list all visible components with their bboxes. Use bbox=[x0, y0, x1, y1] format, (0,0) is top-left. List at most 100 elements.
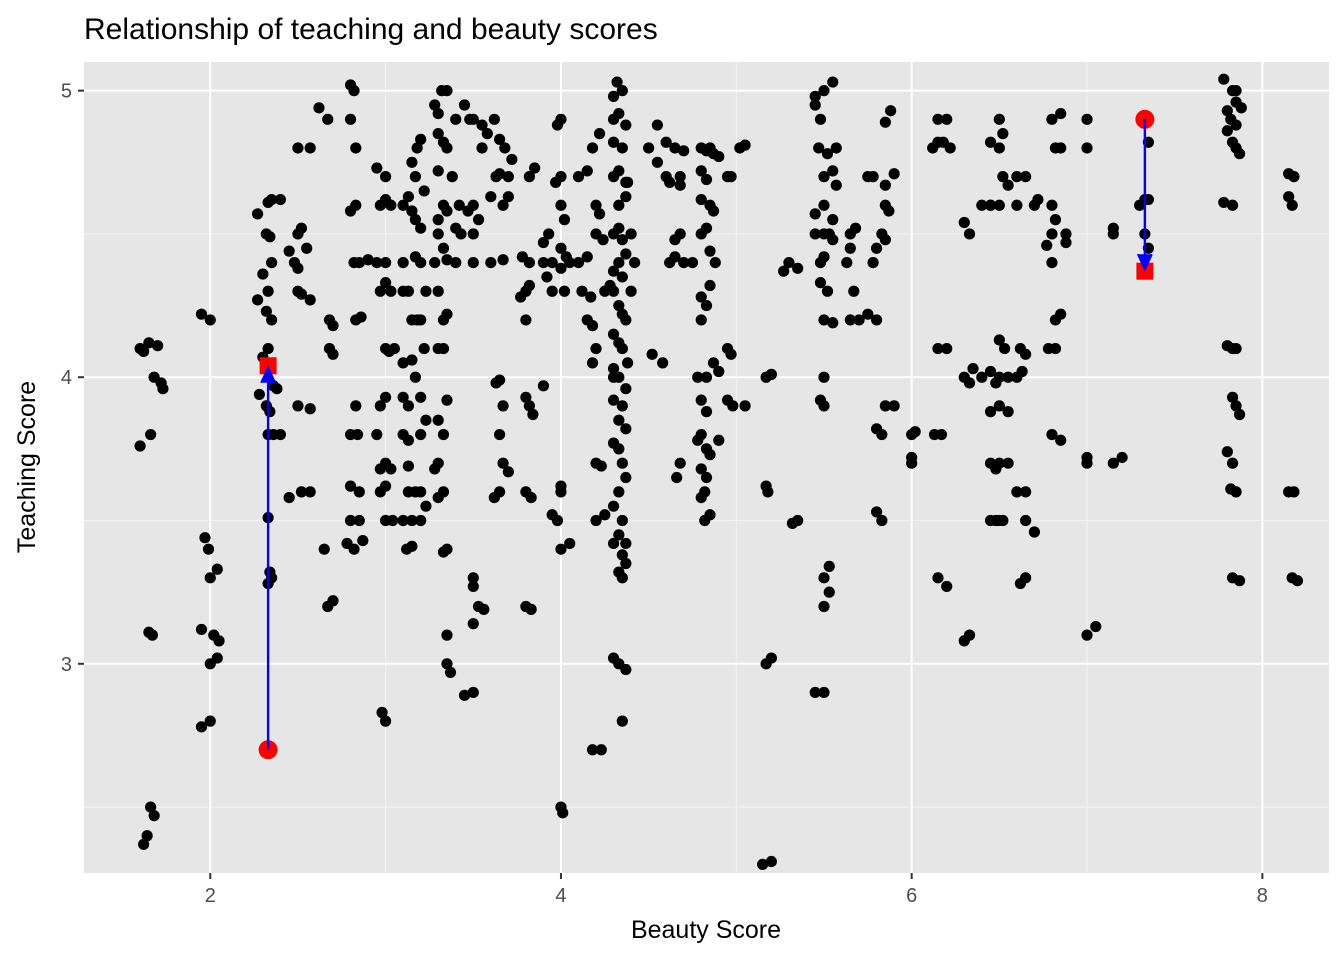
data-point bbox=[467, 618, 479, 630]
data-point bbox=[355, 311, 367, 323]
data-point bbox=[437, 428, 450, 441]
data-point bbox=[432, 107, 444, 120]
data-point bbox=[888, 400, 900, 412]
data-point bbox=[700, 299, 713, 312]
data-point bbox=[1233, 575, 1246, 587]
data-point bbox=[450, 113, 462, 125]
data-point bbox=[1032, 193, 1044, 206]
data-point bbox=[885, 105, 897, 117]
data-point bbox=[415, 428, 427, 441]
data-point bbox=[262, 285, 274, 297]
data-point bbox=[620, 383, 632, 395]
data-point bbox=[620, 423, 632, 435]
data-point bbox=[295, 222, 308, 234]
data-point bbox=[778, 265, 790, 277]
data-point bbox=[757, 858, 769, 871]
data-point bbox=[613, 443, 625, 455]
data-point bbox=[581, 251, 593, 263]
data-point bbox=[1002, 457, 1014, 469]
data-point bbox=[138, 345, 150, 358]
data-point bbox=[616, 514, 628, 527]
data-point bbox=[620, 663, 632, 676]
data-point bbox=[564, 257, 576, 269]
data-point bbox=[1046, 257, 1058, 269]
data-point bbox=[879, 179, 891, 191]
data-point bbox=[998, 342, 1011, 355]
data-point bbox=[1028, 526, 1041, 538]
data-point bbox=[1221, 446, 1233, 458]
x-tick-label: 4 bbox=[555, 885, 566, 907]
data-point bbox=[1116, 451, 1128, 464]
data-point bbox=[876, 514, 888, 527]
data-point bbox=[870, 242, 883, 254]
data-point bbox=[651, 119, 664, 131]
data-point bbox=[550, 176, 562, 188]
data-point bbox=[322, 113, 334, 125]
data-point bbox=[502, 171, 514, 183]
data-point bbox=[467, 686, 479, 699]
data-point bbox=[350, 400, 362, 412]
data-point bbox=[204, 314, 216, 326]
data-point bbox=[993, 199, 1005, 211]
data-point bbox=[607, 90, 620, 102]
data-point bbox=[616, 549, 628, 561]
data-point bbox=[870, 314, 883, 326]
data-point bbox=[143, 337, 155, 349]
data-point bbox=[590, 342, 602, 355]
residual-arrow-head bbox=[1136, 253, 1153, 272]
data-point bbox=[1049, 342, 1062, 355]
data-point bbox=[134, 440, 146, 452]
data-point bbox=[313, 102, 325, 114]
data-point bbox=[432, 165, 444, 177]
data-point bbox=[809, 208, 821, 220]
data-point bbox=[432, 285, 444, 297]
data-point bbox=[292, 262, 304, 274]
data-point bbox=[1046, 428, 1058, 441]
data-point bbox=[213, 635, 225, 647]
y-tick-label: 4 bbox=[61, 367, 72, 389]
data-point bbox=[607, 265, 620, 277]
data-point bbox=[646, 348, 658, 360]
data-point bbox=[525, 491, 537, 504]
data-point bbox=[616, 271, 628, 283]
data-point bbox=[976, 371, 988, 383]
data-point bbox=[283, 491, 295, 504]
data-point bbox=[590, 514, 602, 527]
data-point bbox=[374, 400, 386, 412]
data-point bbox=[765, 652, 777, 664]
data-point bbox=[402, 486, 415, 498]
data-point bbox=[674, 228, 686, 240]
data-point bbox=[348, 257, 360, 269]
data-point bbox=[304, 486, 316, 498]
data-point bbox=[867, 171, 879, 183]
data-point bbox=[678, 257, 690, 269]
data-point bbox=[739, 139, 751, 151]
data-point bbox=[713, 434, 725, 446]
data-point bbox=[660, 136, 672, 148]
data-point bbox=[613, 299, 625, 312]
data-point bbox=[844, 314, 856, 326]
axes: 2 4 6 8 3 4 5 bbox=[61, 81, 1268, 907]
data-point bbox=[202, 543, 215, 555]
data-point bbox=[488, 113, 500, 125]
data-point bbox=[385, 199, 397, 211]
data-point bbox=[397, 391, 409, 403]
data-point bbox=[906, 451, 918, 464]
data-point bbox=[700, 222, 713, 234]
data-point bbox=[551, 119, 564, 131]
data-point bbox=[429, 257, 441, 269]
data-point bbox=[211, 652, 223, 664]
data-point bbox=[686, 257, 699, 269]
data-point bbox=[195, 308, 208, 320]
data-point bbox=[497, 254, 509, 266]
data-point bbox=[616, 142, 628, 154]
data-point bbox=[292, 400, 304, 412]
data-point bbox=[350, 199, 362, 211]
data-point bbox=[380, 171, 392, 183]
data-point bbox=[406, 514, 418, 527]
data-point bbox=[1283, 191, 1295, 203]
data-point bbox=[607, 500, 620, 512]
data-point bbox=[765, 855, 777, 868]
data-point bbox=[380, 391, 392, 403]
residual-arrow-head bbox=[260, 365, 277, 384]
